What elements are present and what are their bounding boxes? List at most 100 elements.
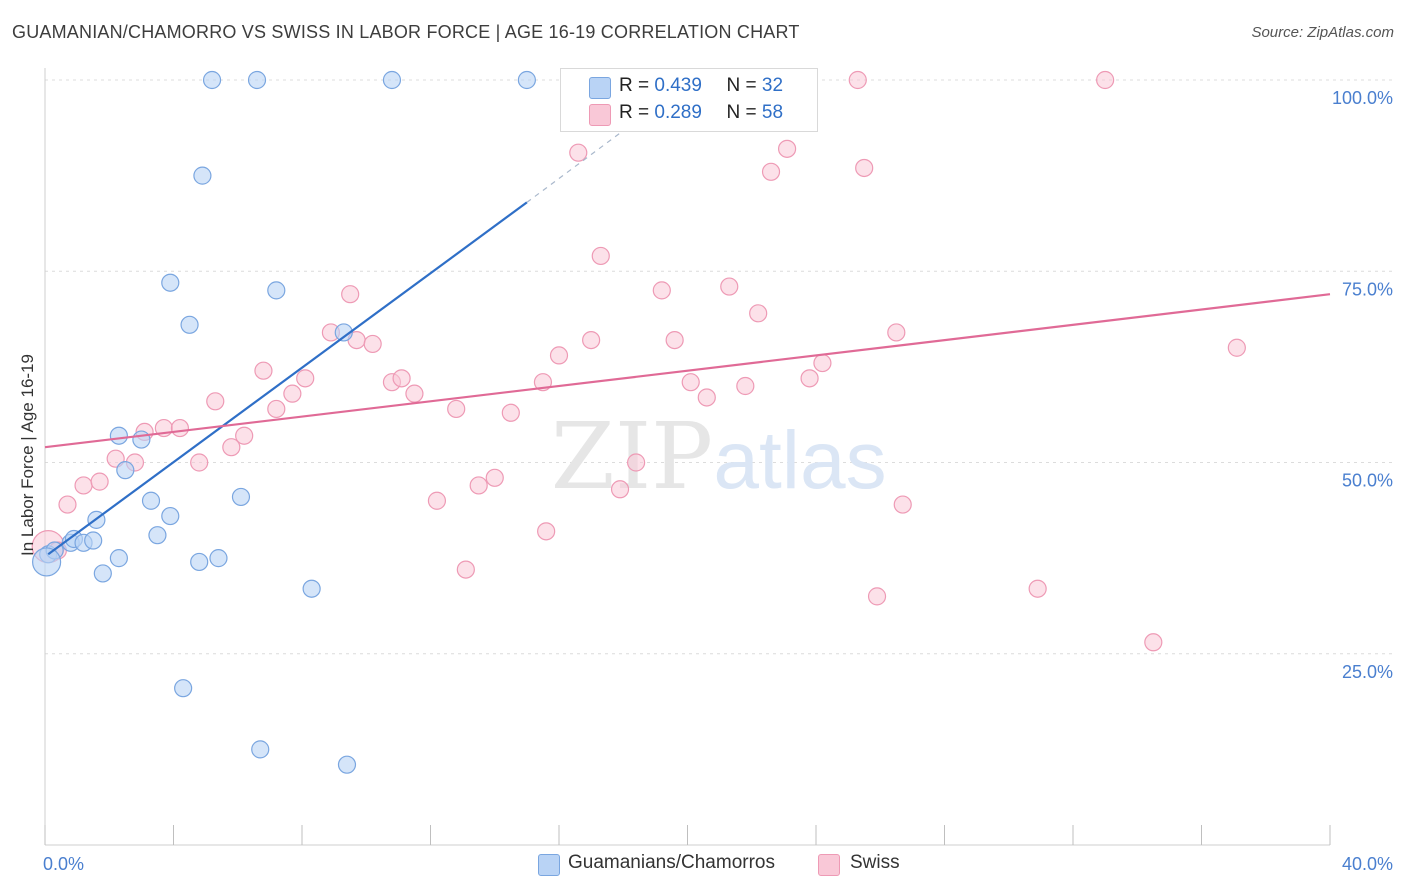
swiss-point [665, 331, 684, 350]
swiss-point [90, 472, 109, 491]
swiss-point [1096, 70, 1115, 90]
swiss-point [447, 399, 466, 419]
swiss-point [283, 384, 302, 403]
legend-n-label: N = [726, 75, 757, 96]
guamanian-point [382, 70, 402, 90]
guamanian-point [302, 579, 321, 598]
guamanian-point [334, 323, 353, 342]
swiss-point [749, 304, 768, 323]
guamanian-point [161, 273, 180, 292]
x-tick-label: 40.0% [1342, 854, 1393, 874]
guamanian-point [148, 526, 167, 545]
swiss-point [626, 453, 646, 472]
guamanian-point [93, 564, 112, 583]
y-tick-label: 100.0% [1332, 88, 1393, 108]
swiss-point [569, 143, 588, 162]
bottom-legend-swatch-pink [818, 854, 840, 876]
swiss-point [549, 346, 569, 365]
y-tick-label: 25.0% [1342, 662, 1393, 682]
guamanian-points [32, 70, 536, 774]
swiss-point [591, 246, 610, 266]
swiss-point [363, 334, 382, 354]
guamanian-point [161, 506, 180, 526]
bottom-legend-guamanian: Guamanians/Chamorros [568, 852, 775, 873]
swiss-point [392, 369, 411, 388]
swiss-point [1028, 579, 1047, 598]
swiss-point [235, 426, 254, 445]
guamanian-trend-line [47, 201, 528, 556]
swiss-point [736, 376, 755, 396]
guamanian-point [517, 70, 536, 90]
swiss-point [341, 285, 360, 304]
guamanian-point [202, 70, 222, 90]
guamanian-point [174, 679, 193, 698]
legend-n-value: 58 [761, 102, 784, 123]
swiss-point [777, 139, 797, 158]
swiss-point [800, 369, 819, 388]
swiss-point [501, 403, 520, 422]
guamanian-point [141, 491, 161, 510]
y-tick-label: 75.0% [1342, 279, 1393, 299]
x-tick-label: 0.0% [43, 854, 84, 874]
guamanian-point [193, 166, 212, 185]
guamanian-point [109, 549, 128, 568]
legend-r-label: R = [619, 102, 650, 123]
swiss-point [652, 281, 671, 300]
swiss-point [848, 70, 867, 90]
trend-lines [44, 125, 1331, 556]
watermark: ZIP atlas [551, 403, 887, 510]
swiss-points [31, 70, 1246, 652]
swiss-point [855, 158, 874, 178]
legend-r-value: 0.289 [654, 102, 702, 123]
guamanian-point [109, 426, 128, 445]
watermark-atlas: atlas [713, 415, 886, 506]
swiss-point [681, 373, 700, 392]
legend-swatch-blue [589, 77, 611, 99]
swiss-point [222, 438, 241, 457]
swiss-point [267, 399, 286, 419]
axes [44, 68, 1331, 846]
y-axis-label: In Labor Force | Age 16-19 [18, 354, 37, 556]
swiss-point [610, 480, 630, 499]
chart-title: GUAMANIAN/CHAMORRO VS SWISS IN LABOR FOR… [12, 22, 800, 42]
swiss-point [170, 418, 190, 438]
swiss-trend-line [44, 293, 1331, 449]
swiss-point [537, 522, 556, 541]
swiss-point [887, 323, 906, 342]
swiss-point [254, 361, 273, 380]
swiss-point [296, 369, 315, 388]
guamanian-point [231, 487, 251, 507]
bottom-legend-swatch-blue [538, 854, 560, 876]
legend-n-value: 32 [761, 75, 784, 96]
guamanian-point [190, 552, 209, 572]
swiss-point [456, 560, 475, 579]
guamanian-trend-extension [526, 125, 631, 203]
legend-n-label: N = [726, 102, 757, 123]
guamanian-point [251, 740, 270, 759]
legend-r-value: 0.439 [654, 75, 702, 96]
source-label: Source: ZipAtlas.com [1251, 24, 1394, 41]
swiss-point [720, 277, 739, 296]
legend-r-label: R = [619, 75, 650, 96]
tick-labels: 25.0% 50.0% 75.0% 100.0% 0.0% 40.0% [43, 88, 1393, 874]
swiss-point [469, 476, 488, 495]
swiss-point [813, 353, 832, 373]
guamanian-point [337, 755, 357, 774]
swiss-point [893, 495, 912, 514]
y-tick-label: 50.0% [1342, 471, 1393, 491]
swiss-point [190, 453, 209, 472]
guamanian-point [84, 531, 103, 550]
swiss-point [405, 384, 424, 403]
guamanian-point [180, 315, 199, 334]
swiss-point [697, 388, 716, 407]
swiss-point [58, 495, 77, 514]
guamanian-point [32, 547, 62, 577]
swiss-point [1144, 633, 1163, 652]
swiss-point [427, 491, 447, 510]
legend-swatch-pink [589, 104, 611, 126]
correlation-legend: R = 0.439 N = 32 R = 0.289 N = 58 [560, 68, 818, 132]
guamanian-point [116, 461, 135, 480]
swiss-point [206, 392, 225, 411]
guamanian-point [247, 70, 267, 90]
